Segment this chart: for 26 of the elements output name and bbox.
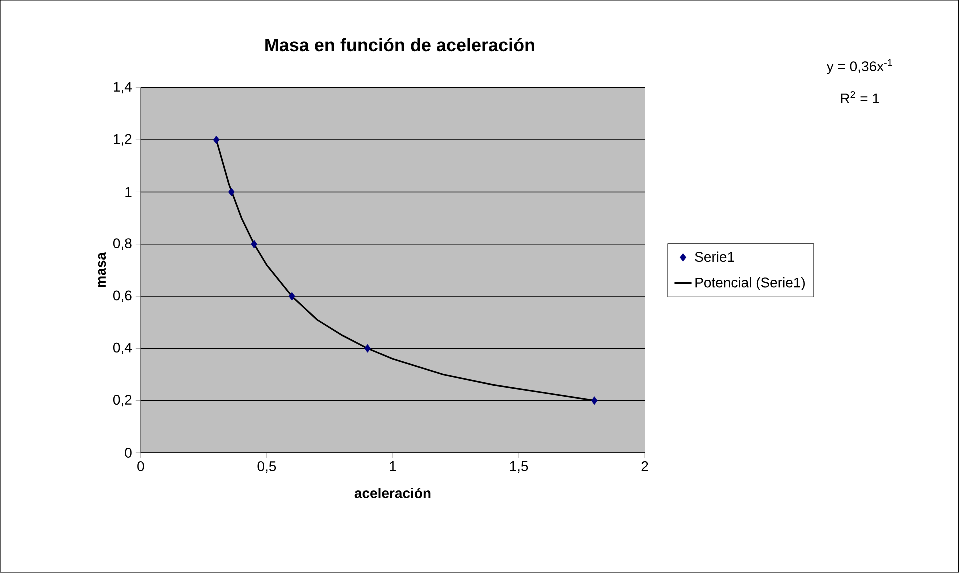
x-tick-label: 0 (138, 462, 144, 472)
y-tick-label: 1,4 (114, 82, 132, 94)
y-tick-label: 1,2 (114, 134, 132, 146)
y-tick-label: 0,8 (113, 238, 132, 250)
y-tick-label: 0,2 (113, 395, 132, 407)
text: y = 0,36x$^{-1}$ (826, 59, 892, 74)
legend-label: Potencial (Serie1) (696, 277, 805, 291)
y-tick-label: 0,4 (113, 342, 132, 355)
point (288, 292, 296, 301)
x-axis-title: aceleración (354, 488, 431, 498)
y-tick-label: 1 (126, 187, 132, 198)
point (364, 344, 371, 353)
point (251, 240, 258, 249)
x-tick-label: 2 (642, 462, 648, 472)
point (213, 136, 220, 144)
legend-label: Serie1 (695, 252, 734, 262)
point (228, 188, 235, 196)
y-tick-label: 0 (125, 448, 132, 458)
y-tick-label: 0,6 (113, 290, 132, 302)
x-tick-label: 1 (390, 462, 396, 472)
x-tick-label: 1,5 (510, 462, 528, 473)
text: R$^{2}$ = 1 (841, 91, 880, 104)
y-axis-title: masa (98, 252, 106, 288)
x-tick-label: 0,5 (258, 462, 276, 474)
chart-title: Masa en función de aceleración (266, 38, 534, 52)
point (591, 396, 598, 406)
